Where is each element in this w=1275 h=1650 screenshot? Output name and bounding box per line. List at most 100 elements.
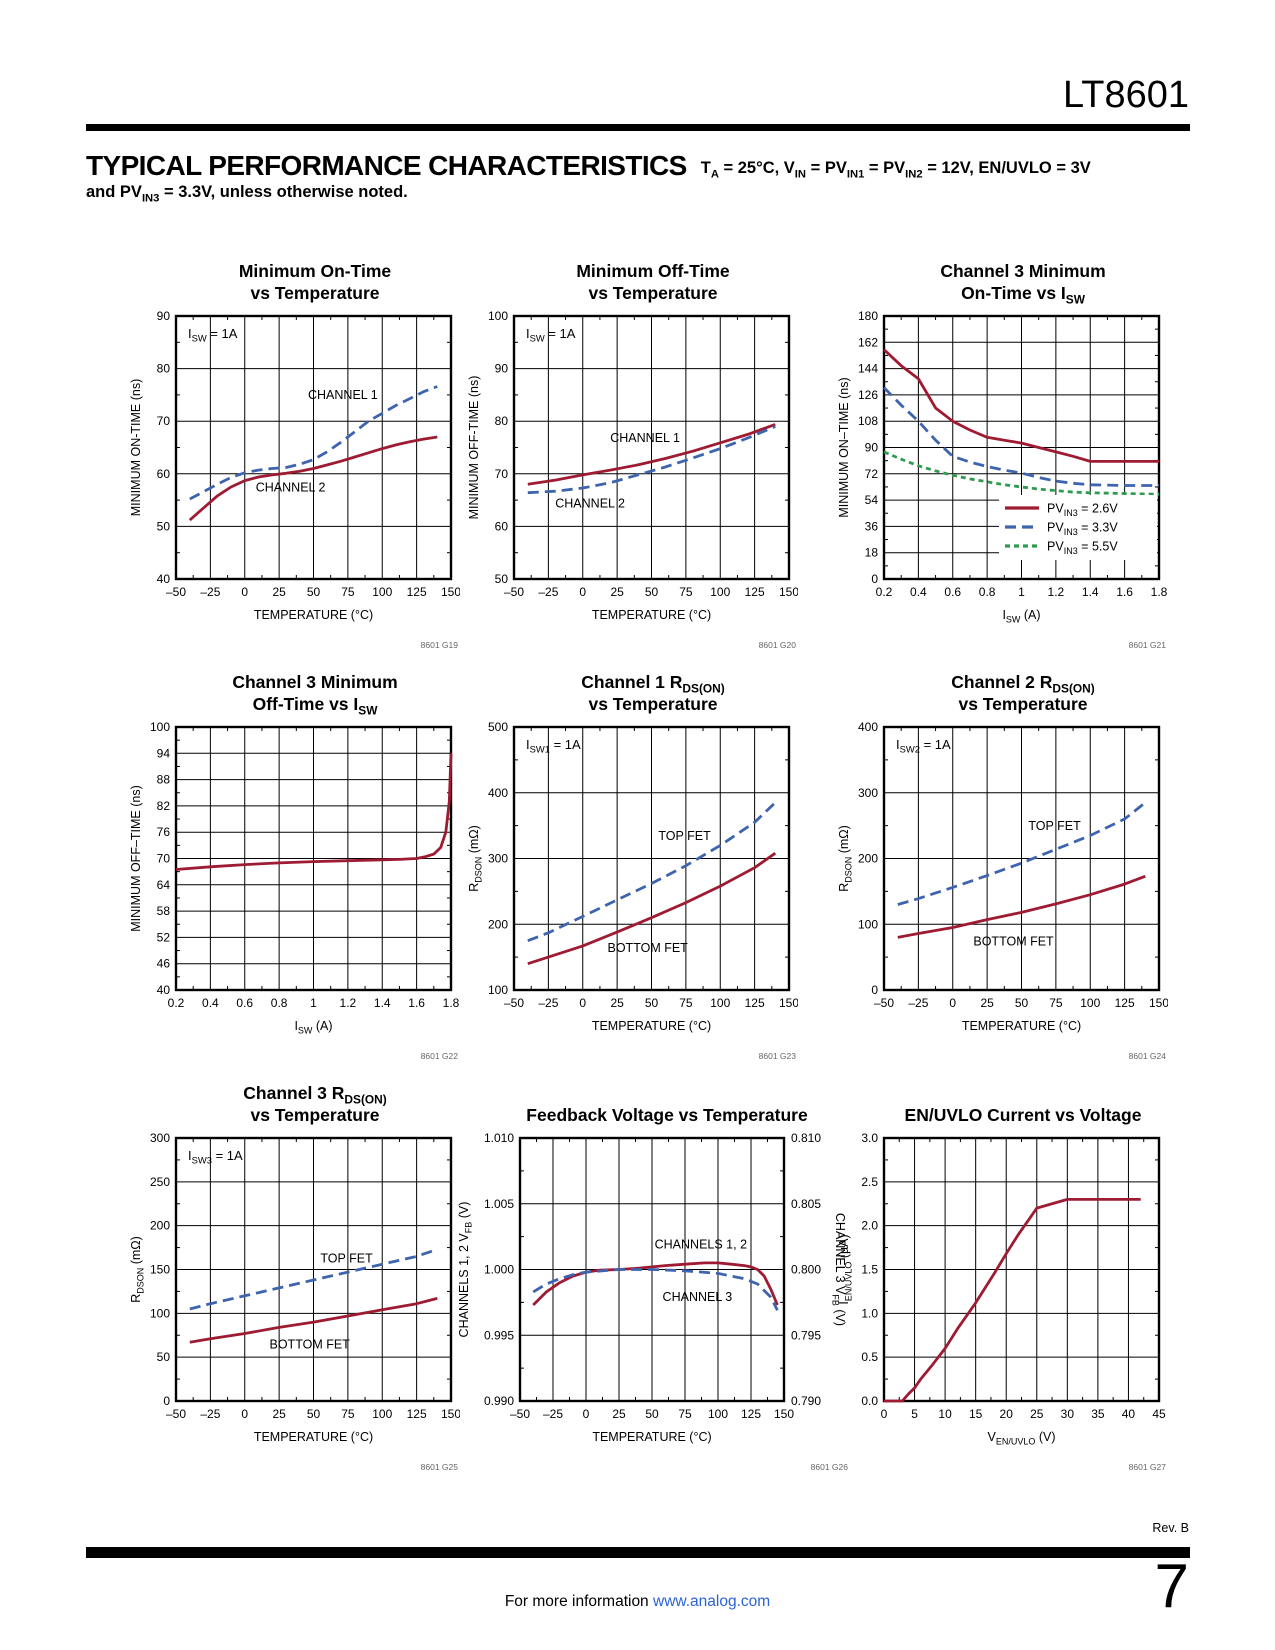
series-channel-3	[532, 1268, 779, 1311]
svg-text:15: 15	[969, 1407, 983, 1421]
svg-text:1.2: 1.2	[340, 996, 357, 1010]
svg-text:CHANNELS 1, 2 VFB (V): CHANNELS 1, 2 VFB (V)	[457, 1202, 474, 1338]
part-number-logo: LT8601	[1062, 74, 1189, 116]
svg-text:100: 100	[710, 996, 730, 1010]
svg-text:MINIMUM OFF–TIME (ns): MINIMUM OFF–TIME (ns)	[129, 785, 143, 932]
svg-text:0.0: 0.0	[861, 1394, 878, 1408]
svg-text:50: 50	[495, 572, 509, 586]
svg-text:50: 50	[645, 1407, 659, 1421]
svg-text:CHANNEL 3: CHANNEL 3	[663, 1290, 733, 1304]
svg-text:0: 0	[881, 1407, 888, 1421]
svg-text:0: 0	[241, 1407, 248, 1421]
svg-text:25: 25	[610, 585, 624, 599]
svg-text:1.0: 1.0	[861, 1306, 878, 1320]
svg-text:200: 200	[858, 852, 878, 866]
svg-text:18: 18	[865, 546, 879, 560]
svg-text:0.8: 0.8	[271, 996, 288, 1010]
svg-text:RDSON (mΩ): RDSON (mΩ)	[129, 1236, 146, 1303]
svg-text:0.6: 0.6	[944, 585, 961, 599]
series-channel-2	[188, 435, 438, 522]
chart-ch3-rdson-vs-temperature: Channel 3 RDS(ON) vs Temperature –50 –25 0 2…	[126, 1070, 461, 1478]
series-channel-3	[175, 753, 453, 871]
svg-text:1.005: 1.005	[484, 1197, 514, 1211]
svg-text:MINIMUM OFF-TIME (ns): MINIMUM OFF-TIME (ns)	[467, 376, 481, 520]
chart-title: Channel 3 Minimum On-Time vs ISW	[940, 261, 1106, 307]
svg-text:126: 126	[858, 388, 878, 402]
chart-svg-g22: 0.2 0.4 0.6 0.8 1 1.2 1.4 1.6 1.8 40 46 52 58 64 70 76 8…	[129, 720, 460, 1061]
svg-text:150: 150	[779, 585, 798, 599]
svg-text:3.0: 3.0	[861, 1131, 878, 1145]
chart-plot: –50 –25 0 25 50 75 100 125 150 0 50 100 150 200 250 300…	[126, 1128, 461, 1478]
svg-text:PVIN3 = 5.5V: PVIN3 = 5.5V	[1047, 539, 1118, 556]
svg-text:300: 300	[858, 786, 878, 800]
footer-link[interactable]: www.analog.com	[653, 1593, 771, 1610]
series-bottom-fet	[897, 874, 1146, 939]
svg-text:5: 5	[911, 1407, 918, 1421]
svg-text:8601 G22: 8601 G22	[421, 1051, 459, 1061]
svg-text:36: 36	[865, 519, 879, 533]
svg-text:1.8: 1.8	[443, 996, 460, 1010]
chart-ch3-min-off-time-vs-isw: Channel 3 Minimum Off-Time vs ISW 0.2 0.4 0…	[126, 659, 460, 1067]
svg-text:2.5: 2.5	[861, 1175, 878, 1189]
svg-text:CHANNEL 2: CHANNEL 2	[555, 496, 625, 510]
svg-text:CHANNEL 3 VFB (V): CHANNEL 3 VFB (V)	[831, 1213, 848, 1326]
svg-text:30: 30	[1061, 1407, 1075, 1421]
svg-text:–25: –25	[200, 1407, 220, 1421]
chart-feedback-voltage-vs-temperature: Feedback Voltage vs Temperature –50 –25 0 2…	[454, 1070, 850, 1478]
svg-text:1.4: 1.4	[1082, 585, 1099, 599]
svg-text:150: 150	[1149, 996, 1168, 1010]
svg-text:ISW2 = 1A: ISW2 = 1A	[896, 737, 951, 755]
series-top-fet	[897, 801, 1147, 906]
svg-text:250: 250	[150, 1175, 170, 1189]
svg-text:8601 G24: 8601 G24	[1129, 1051, 1167, 1061]
svg-text:BOTTOM FET: BOTTOM FET	[608, 941, 689, 955]
svg-text:–25: –25	[908, 996, 928, 1010]
svg-text:25: 25	[612, 1407, 626, 1421]
svg-text:60: 60	[495, 519, 509, 533]
svg-text:0.795: 0.795	[791, 1328, 821, 1342]
svg-text:80: 80	[495, 414, 509, 428]
svg-text:–25: –25	[538, 996, 558, 1010]
svg-text:8601 G20: 8601 G20	[759, 640, 797, 650]
svg-text:40: 40	[1122, 1407, 1136, 1421]
svg-text:150: 150	[441, 1407, 460, 1421]
svg-text:200: 200	[488, 917, 508, 931]
series-ien-uvlo	[884, 1198, 1141, 1403]
series-top-fet	[527, 801, 777, 943]
svg-text:150: 150	[441, 585, 460, 599]
svg-text:90: 90	[495, 362, 509, 376]
chart-svg-g27: 0 5 10 15 20 25 30 35 40 45 0.0 0.5 1.0 1.5 2.0 2.5 3.0 V…	[837, 1131, 1167, 1472]
chart-svg-g21: 0.2 0.4 0.6 0.8 1 1.2 1.4 1.6 1.8 0 18 36 54 72 90 108 1…	[837, 309, 1168, 650]
svg-text:0.4: 0.4	[202, 996, 219, 1010]
series-bottom-fet	[189, 1297, 438, 1344]
svg-text:108: 108	[858, 414, 878, 428]
svg-text:8601 G27: 8601 G27	[1129, 1462, 1167, 1472]
svg-text:TOP FET: TOP FET	[320, 1251, 373, 1265]
footer-rule	[86, 1547, 1190, 1558]
chart-min-off-time-vs-temperature: Minimum Off-Time vs Temperature –50 –25 0 25…	[464, 248, 799, 656]
svg-text:500: 500	[488, 720, 508, 734]
chart-plot: –50 –25 0 25 50 75 100 125 150 50 60 70 80 90 100 TEMPE…	[464, 306, 799, 656]
svg-text:100: 100	[150, 1306, 170, 1320]
svg-text:25: 25	[1030, 1407, 1044, 1421]
chart-svg-g23: –50 –25 0 25 50 75 100 125 150 100 200 300 400 500 TEM…	[467, 720, 799, 1061]
svg-text:100: 100	[1080, 996, 1100, 1010]
svg-text:ISW (A): ISW (A)	[1002, 608, 1040, 625]
svg-text:0.990: 0.990	[484, 1394, 514, 1408]
svg-text:82: 82	[157, 799, 171, 813]
svg-text:100: 100	[488, 983, 508, 997]
svg-text:10: 10	[938, 1407, 952, 1421]
svg-text:0.8: 0.8	[979, 585, 996, 599]
svg-text:BOTTOM FET: BOTTOM FET	[270, 1337, 351, 1351]
svg-text:50: 50	[645, 996, 659, 1010]
svg-text:150: 150	[150, 1263, 170, 1277]
svg-text:40: 40	[157, 983, 171, 997]
chart-svg-g26: –50 –25 0 25 50 75 100 125 150 0.990 0.995 1.000 1.0…	[457, 1131, 848, 1472]
svg-text:125: 125	[741, 1407, 761, 1421]
test-conditions-line1: TA = 25°C, VIN = PVIN1 = PVIN2 = 12V, EN…	[700, 159, 1091, 181]
svg-text:PVIN3 = 3.3V: PVIN3 = 3.3V	[1047, 520, 1118, 537]
chart-en-uvlo-current-vs-voltage: EN/UVLO Current vs Voltage 0 5 10 15 20 25 30 3…	[834, 1070, 1168, 1478]
svg-text:1.8: 1.8	[1151, 585, 1168, 599]
svg-text:72: 72	[865, 467, 879, 481]
